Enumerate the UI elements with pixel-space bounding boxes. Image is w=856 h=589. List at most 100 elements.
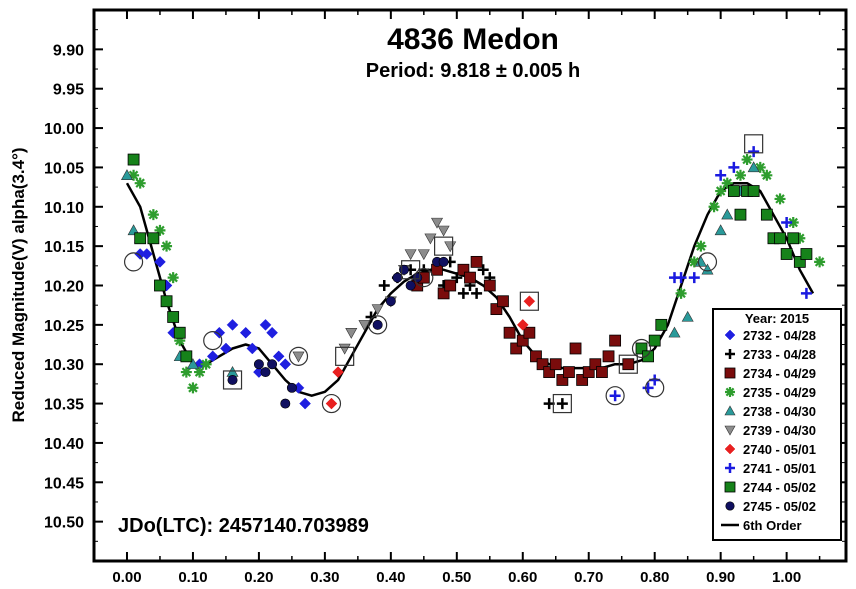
data-point-series-4 bbox=[681, 310, 694, 322]
data-point-series-9 bbox=[253, 359, 264, 370]
data-point-series-8 bbox=[127, 153, 140, 166]
data-point-series-2 bbox=[437, 287, 450, 300]
data-point-series-4 bbox=[747, 161, 760, 173]
legend-marker bbox=[724, 425, 736, 436]
data-point-series-5 bbox=[417, 249, 430, 261]
highlight-ring bbox=[631, 338, 652, 359]
y-tick-label: 10.45 bbox=[44, 475, 84, 492]
legend-entry-label: 2739 - 04/30 bbox=[743, 423, 816, 438]
x-tick-label: 0.80 bbox=[640, 569, 669, 584]
data-point-series-8 bbox=[800, 248, 813, 260]
data-point-series-3 bbox=[161, 240, 173, 252]
x-tick-label: 0.90 bbox=[706, 569, 735, 584]
legend-entry-label: 2745 - 05/02 bbox=[743, 499, 816, 514]
data-point-series-2 bbox=[470, 255, 483, 268]
legend-title: Year: 2015 bbox=[745, 311, 809, 326]
data-point-series-2 bbox=[582, 366, 595, 378]
data-point-series-2 bbox=[530, 350, 542, 363]
data-point-series-4 bbox=[701, 263, 714, 275]
data-point-series-5 bbox=[358, 320, 371, 331]
highlight-ring bbox=[697, 252, 718, 272]
data-point-series-3 bbox=[794, 232, 806, 244]
data-point-series-7 bbox=[800, 287, 812, 299]
data-point-series-7 bbox=[715, 169, 727, 181]
data-point-series-2 bbox=[444, 279, 457, 292]
data-point-series-3 bbox=[187, 382, 199, 394]
data-point-series-3 bbox=[167, 272, 179, 284]
data-point-series-3 bbox=[194, 366, 206, 378]
data-point-series-1 bbox=[477, 264, 489, 276]
data-point-series-3 bbox=[721, 177, 733, 189]
x-tick-label: 0.50 bbox=[442, 569, 471, 584]
data-point-series-8 bbox=[655, 318, 668, 331]
data-point-series-3 bbox=[147, 209, 159, 221]
data-point-series-9 bbox=[405, 280, 416, 291]
data-point-series-3 bbox=[761, 169, 773, 181]
data-point-series-5 bbox=[371, 304, 384, 316]
legend-entry-label: 2744 - 05/02 bbox=[743, 480, 816, 495]
data-point-series-2 bbox=[490, 303, 503, 316]
data-point-series-2 bbox=[602, 350, 615, 363]
highlight-ring bbox=[368, 315, 388, 335]
legend: Year: 2015 2732 - 04/28 2733 - 04/28 2734 … bbox=[712, 308, 842, 541]
legend-entry-label: 2738 - 04/30 bbox=[743, 404, 816, 419]
data-point-series-3 bbox=[180, 366, 192, 378]
data-point-series-7 bbox=[675, 272, 687, 284]
legend-fit-label: 6th Order bbox=[743, 518, 802, 533]
data-point-series-9 bbox=[280, 398, 291, 409]
data-point-series-8 bbox=[774, 232, 786, 245]
data-point-series-2 bbox=[464, 271, 476, 284]
data-point-series-8 bbox=[793, 255, 806, 268]
data-point-series-2 bbox=[510, 342, 523, 355]
y-tick-label: 10.10 bbox=[44, 200, 84, 217]
data-point-series-4 bbox=[120, 169, 133, 180]
legend-entry-label: 2732 - 04/28 bbox=[743, 328, 816, 343]
data-point-series-2 bbox=[609, 334, 622, 347]
y-tick-label: 10.50 bbox=[44, 515, 84, 532]
data-point-series-1 bbox=[471, 287, 483, 299]
data-point-series-3 bbox=[695, 240, 707, 252]
data-point-series-8 bbox=[180, 350, 193, 363]
data-point-series-2 bbox=[563, 366, 575, 378]
highlight-ring bbox=[605, 386, 625, 406]
legend-marker bbox=[724, 481, 736, 493]
y-tick-label: 10.00 bbox=[44, 121, 84, 138]
data-point-series-3 bbox=[134, 177, 146, 189]
legend-marker bbox=[724, 367, 736, 379]
data-point-series-9 bbox=[385, 296, 396, 307]
data-point-series-8 bbox=[173, 326, 186, 339]
data-point-series-3 bbox=[675, 287, 687, 299]
highlight-ring bbox=[123, 252, 144, 272]
data-point-series-2 bbox=[596, 366, 608, 378]
data-point-series-9 bbox=[412, 272, 423, 283]
y-tick-label: 10.35 bbox=[44, 397, 84, 414]
highlight-box bbox=[744, 134, 764, 154]
highlight-box bbox=[335, 346, 355, 366]
y-tick-label: 10.25 bbox=[44, 318, 84, 335]
data-point-series-3 bbox=[200, 358, 212, 370]
data-point-series-0 bbox=[213, 326, 226, 339]
data-point-series-3 bbox=[174, 335, 186, 347]
data-point-series-2 bbox=[576, 374, 589, 386]
data-point-series-0 bbox=[206, 350, 219, 363]
data-point-series-3 bbox=[814, 256, 826, 268]
legend-marker bbox=[724, 405, 736, 416]
data-point-series-5 bbox=[292, 351, 305, 363]
legend-entry-label: 2733 - 04/28 bbox=[743, 347, 816, 362]
data-point-series-3 bbox=[787, 217, 799, 229]
data-point-series-8 bbox=[160, 295, 173, 308]
highlight-box bbox=[222, 370, 243, 390]
data-point-series-5 bbox=[424, 233, 437, 245]
data-point-series-2 bbox=[549, 358, 562, 371]
data-point-series-8 bbox=[734, 208, 747, 221]
data-point-series-2 bbox=[497, 295, 509, 308]
data-point-series-7 bbox=[728, 161, 740, 173]
data-point-series-0 bbox=[154, 256, 166, 268]
data-point-series-3 bbox=[715, 185, 727, 197]
data-point-series-8 bbox=[747, 185, 760, 197]
data-point-series-3 bbox=[128, 169, 140, 181]
chart-title: 4836 Medon bbox=[387, 23, 559, 56]
data-point-series-3 bbox=[754, 161, 766, 173]
highlight-ring bbox=[645, 378, 665, 398]
data-point-series-3 bbox=[708, 201, 720, 213]
